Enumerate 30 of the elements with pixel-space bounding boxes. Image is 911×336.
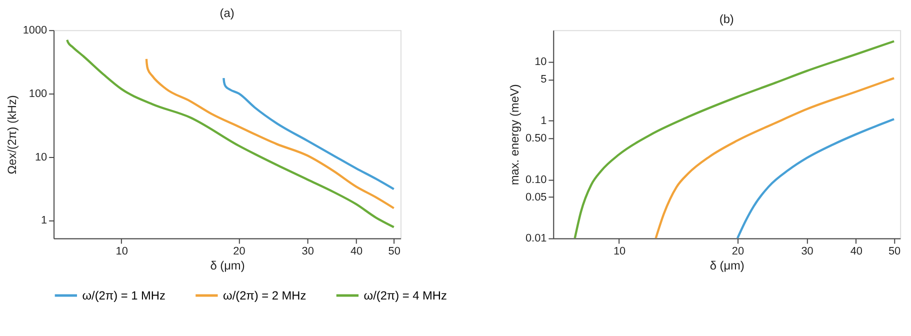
y-axis-title: max. energy (meV) — [508, 84, 522, 186]
x-axis-title: δ (μm) — [710, 258, 744, 272]
x-tick-label: 20 — [233, 246, 246, 258]
y-tick-label: 0.50 — [525, 132, 547, 145]
chart-title: (a) — [220, 6, 234, 20]
x-tick-label: 20 — [732, 246, 744, 258]
y-tick-label: 100 — [28, 88, 48, 100]
legend-label: ω/(2π) = 1 MHz — [82, 288, 166, 302]
y-tick-label: 5 — [540, 74, 547, 86]
y-tick-label: 1000 — [22, 24, 48, 37]
x-tick-label: 40 — [850, 246, 862, 258]
x-tick-label: 30 — [302, 246, 314, 258]
y-tick-label: 10 — [534, 56, 547, 68]
x-tick-label: 50 — [888, 246, 901, 258]
y-tick-label: 0.05 — [525, 192, 547, 204]
x-axis-title: δ (μm) — [210, 258, 245, 272]
y-tick-label: 0.01 — [525, 232, 547, 245]
x-tick-label: 30 — [801, 246, 814, 258]
chart-title: (b) — [719, 12, 734, 26]
y-tick-label: 0.10 — [525, 174, 547, 186]
x-tick-label: 10 — [116, 246, 128, 258]
y-tick-label: 10 — [34, 151, 48, 164]
y-axis-title: Ωex/(2π) (kHz) — [4, 95, 19, 174]
y-tick-label: 1 — [41, 214, 48, 227]
x-tick-label: 50 — [388, 246, 400, 258]
x-tick-label: 10 — [613, 246, 626, 258]
y-tick-label: 1 — [540, 114, 547, 127]
x-tick-label: 40 — [350, 246, 363, 258]
legend-label: ω/(2π) = 4 MHz — [364, 288, 447, 302]
legend-label: ω/(2π) = 2 MHz — [223, 288, 306, 302]
